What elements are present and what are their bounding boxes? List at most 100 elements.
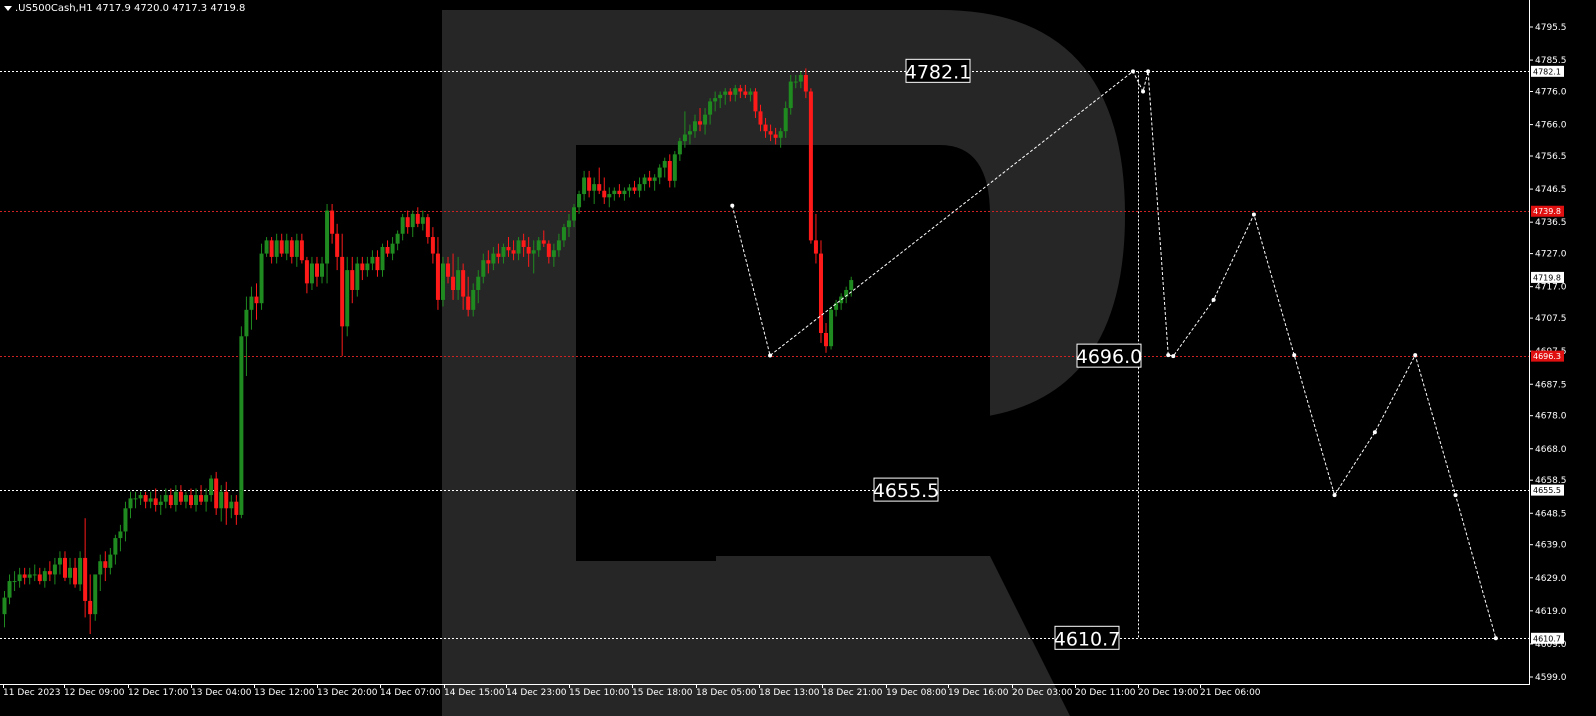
candle-body (803, 74, 808, 92)
y-tick-label: 4727.0 (1535, 250, 1567, 260)
symbol-menu-triangle-icon[interactable] (4, 5, 12, 11)
y-tick-label: 4609.0 (1535, 640, 1567, 650)
candle-body (153, 498, 158, 505)
candle-body (123, 508, 128, 532)
candle-body (461, 270, 466, 297)
candle-body (199, 495, 204, 502)
candle-body (214, 478, 219, 509)
candle-body (83, 557, 88, 601)
candle-body (824, 332, 829, 347)
y-tick-label: 4678.0 (1535, 412, 1567, 422)
price-tag-box (1531, 205, 1564, 217)
candle-body (506, 246, 511, 251)
y-tick-label: 4736.5 (1535, 218, 1567, 228)
candle-body (798, 74, 803, 82)
candle-body (289, 240, 294, 257)
candle-body (42, 571, 47, 582)
candle-body (345, 270, 350, 327)
candle-body (839, 296, 844, 304)
price-tag-box (1531, 271, 1564, 283)
candle-body (395, 233, 400, 244)
candle-body (98, 561, 103, 575)
candle-body (556, 240, 561, 251)
candle-body (269, 240, 274, 257)
candle-body (2, 597, 7, 615)
price-tag-label: 4782.1 (1533, 67, 1561, 76)
forecast-point (1146, 69, 1151, 74)
candle-body (405, 217, 410, 228)
price-tag-box (1531, 484, 1564, 496)
candle-body (224, 491, 229, 509)
candle-body (264, 240, 269, 254)
y-tick-label: 4707.5 (1535, 314, 1567, 324)
x-tick-label: 13 Dec 12:00 (254, 688, 315, 698)
candle-body (446, 263, 451, 277)
forecast-path (730, 69, 1498, 641)
candle-body (178, 491, 183, 502)
level-callout-box (873, 477, 939, 502)
candle-body (173, 491, 178, 505)
candle-body (249, 296, 254, 310)
candle-body (350, 270, 355, 290)
candle-body (410, 213, 415, 228)
candle-body (204, 495, 209, 502)
horizontal-levels (0, 71, 1529, 639)
candle-body (259, 253, 264, 304)
candle-body (692, 121, 697, 132)
candle-body (496, 253, 501, 257)
y-tick-label: 4785.5 (1535, 56, 1567, 66)
candle-body (168, 495, 173, 505)
ohlc-values: 4717.9 4720.0 4717.3 4719.8 (95, 3, 246, 14)
forecast-point (730, 203, 735, 208)
forecast-point (1413, 353, 1418, 358)
candle-body (244, 309, 249, 337)
candle-body (440, 263, 445, 300)
candle-body (78, 557, 83, 585)
candle-body (521, 240, 526, 247)
candle-body (375, 256, 380, 271)
candle-body (748, 91, 753, 95)
forecast-point (768, 353, 773, 358)
candle-body (279, 240, 284, 254)
forecast-point (1166, 353, 1171, 358)
candle-body (582, 177, 587, 195)
candle-body (471, 289, 476, 310)
price-tag-label: 4610.7 (1533, 634, 1561, 643)
candle-body (420, 217, 425, 224)
y-tick-label: 4599.0 (1535, 673, 1567, 683)
y-tick-label: 4687.5 (1535, 380, 1567, 390)
candle-body (340, 256, 345, 327)
candle-body (632, 187, 637, 191)
candle-body (294, 240, 299, 257)
candle-body (390, 243, 395, 254)
candle-body (516, 240, 521, 254)
candle-body (834, 303, 839, 310)
level-callout-label: 4782.1 (905, 61, 971, 83)
candle-body (849, 280, 854, 290)
x-tick-label: 14 Dec 07:00 (380, 688, 441, 698)
forecast-point (1372, 430, 1377, 435)
candle-body (486, 260, 491, 264)
y-tick-label: 4619.0 (1535, 607, 1567, 617)
candle-body (531, 250, 536, 254)
candle-body (12, 581, 17, 583)
candle-body (400, 217, 405, 234)
candle-body (713, 98, 718, 102)
candle-body (657, 167, 662, 178)
candle-body (561, 227, 566, 241)
y-tick-label: 4795.5 (1535, 23, 1567, 33)
candle-body (758, 111, 763, 125)
candle-body (476, 276, 481, 290)
candle-body (708, 101, 713, 115)
y-tick-label: 4639.0 (1535, 541, 1567, 551)
candle-body (330, 210, 335, 234)
candle-body (566, 220, 571, 228)
level-callout-box (1076, 343, 1142, 368)
candle-body (103, 561, 108, 568)
candle-body (219, 491, 224, 509)
candle-body (309, 263, 314, 284)
candle-body (7, 581, 12, 598)
candle-body (788, 81, 793, 109)
candle-body (829, 309, 834, 347)
